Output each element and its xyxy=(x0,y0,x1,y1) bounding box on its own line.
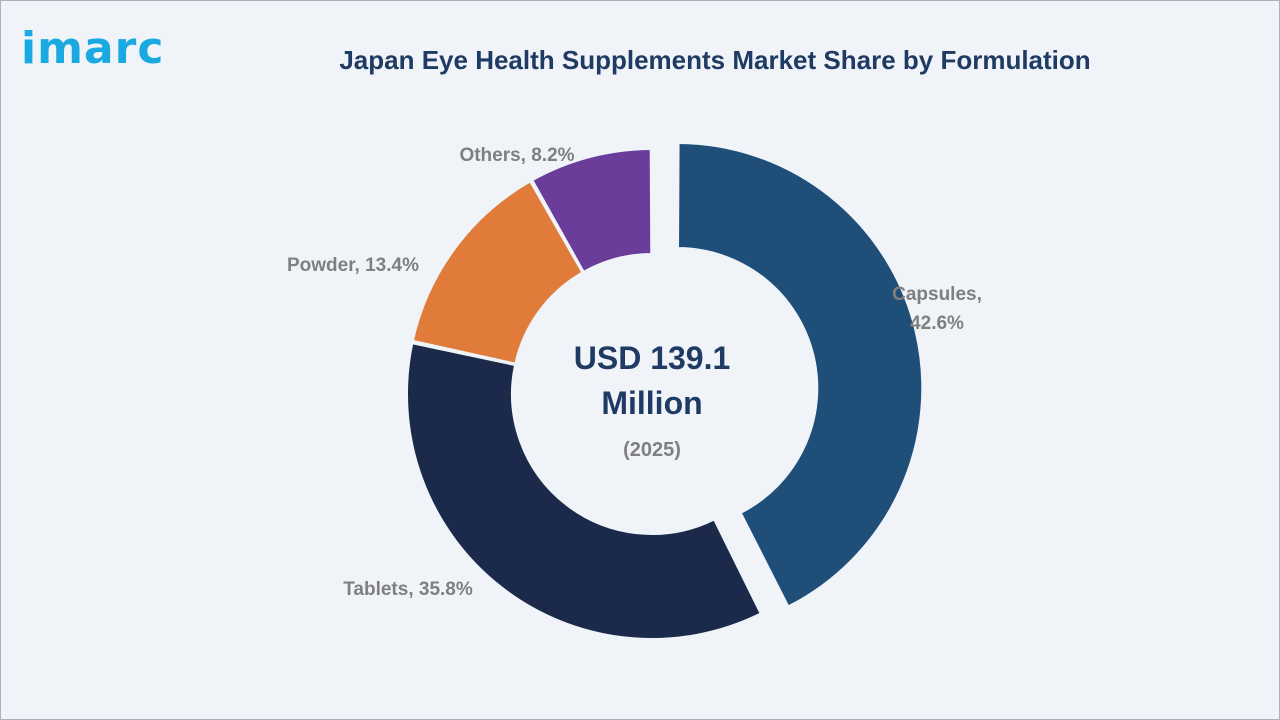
imarc-logo: imarc xyxy=(21,23,165,74)
slice-capsules xyxy=(677,142,924,608)
slice-tablets xyxy=(406,342,763,640)
slice-others xyxy=(531,147,653,274)
center-value-line2: Million xyxy=(601,385,702,421)
label-powder: Powder, 13.4% xyxy=(287,255,419,276)
label-others: Others, 8.2% xyxy=(459,145,574,166)
label-capsules-value: 42.6% xyxy=(910,313,964,334)
chart-title: Japan Eye Health Supplements Market Shar… xyxy=(339,45,1091,75)
center-year: (2025) xyxy=(623,439,681,461)
slice-powder xyxy=(411,180,584,365)
label-capsules-name: Capsules, xyxy=(892,284,982,305)
label-tablets: Tablets, 35.8% xyxy=(343,579,473,600)
center-value-line1: USD 139.1 xyxy=(574,340,731,376)
